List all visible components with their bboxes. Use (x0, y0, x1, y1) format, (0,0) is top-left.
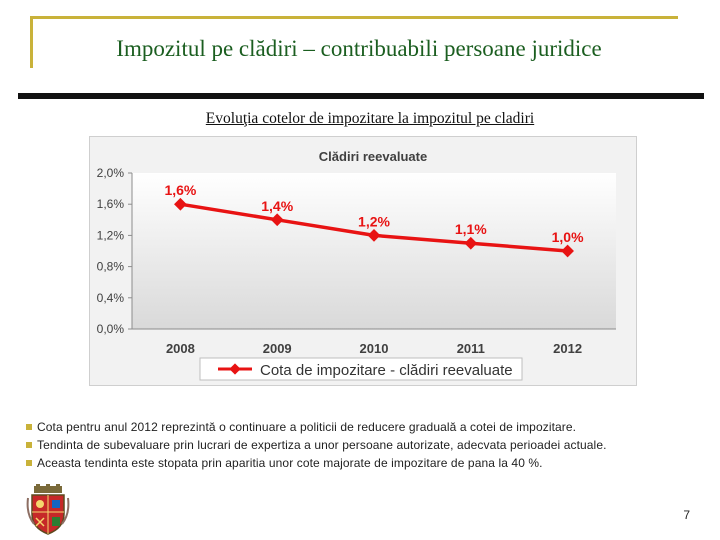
plot-area (132, 173, 616, 329)
bullet-square-icon (26, 424, 32, 430)
bullet-text: Aceasta tendinta este stopata prin apari… (37, 456, 543, 470)
data-label: 1,1% (455, 221, 487, 237)
slide-title: Impozitul pe clădiri – contribuabili per… (116, 36, 602, 61)
title-divider (18, 93, 704, 99)
title-frame-top-line (30, 16, 678, 19)
bullet-item: Cota pentru anul 2012 reprezintă o conti… (26, 418, 716, 436)
data-point (561, 244, 574, 258)
bullet-square-icon (26, 460, 32, 466)
y-axis: 0,0% 0,4% 0,8% 1,2% 1,6% 2,0% (97, 166, 133, 336)
page-number: 7 (683, 508, 690, 522)
line-chart: Clădiri reevaluate 0,0% 0,4% 0,8% 1,2% 1,6% 2… (97, 149, 616, 381)
y-tick-label: 2,0% (97, 166, 125, 180)
x-tick-label: 2011 (457, 341, 485, 356)
y-tick-label: 1,6% (97, 197, 125, 211)
bullet-list: Cota pentru anul 2012 reprezintă o conti… (26, 418, 716, 472)
y-tick-label: 0,4% (97, 291, 125, 305)
bullet-text: Cota pentru anul 2012 reprezintă o conti… (37, 420, 577, 434)
bullet-item: Aceasta tendinta este stopata prin apari… (26, 454, 716, 472)
y-tick-label: 0,0% (97, 322, 125, 336)
data-point (367, 229, 381, 242)
legend: Cota de impozitare - clădiri reevaluate (199, 357, 523, 381)
data-label: 1,2% (358, 213, 390, 229)
data-label: 1,4% (261, 198, 293, 214)
y-tick-label: 1,2% (97, 228, 125, 242)
x-axis: 2008 2009 2010 2011 2012 (132, 328, 616, 356)
chart-title: Clădiri reevaluate (319, 149, 427, 164)
legend-marker (229, 363, 241, 375)
data-label: 1,6% (164, 182, 196, 198)
chart-container: Clădiri reevaluate 0,0% 0,4% 0,8% 1,2% 1,6% 2… (89, 136, 637, 386)
y-tick-label: 0,8% (97, 260, 125, 274)
bullet-square-icon (26, 442, 32, 448)
bullet-text: Tendinta de subevaluare prin lucrari de … (37, 438, 607, 452)
title-frame-left-line (30, 16, 33, 68)
x-tick-label: 2009 (263, 341, 292, 356)
data-point (464, 236, 478, 250)
chart-caption: Evoluţia cotelor de impozitare la impozi… (205, 110, 535, 127)
x-tick-label: 2008 (166, 341, 195, 356)
x-tick-label: 2012 (553, 341, 582, 356)
title-frame (30, 16, 678, 68)
data-label: 1,0% (552, 229, 584, 245)
x-tick-label: 2010 (360, 341, 389, 356)
legend-label: Cota de impozitare - clădiri reevaluate (260, 362, 513, 379)
bullet-item: Tendinta de subevaluare prin lucrari de … (26, 436, 716, 454)
coat-of-arms-icon (26, 484, 70, 535)
legend-box (199, 357, 523, 381)
